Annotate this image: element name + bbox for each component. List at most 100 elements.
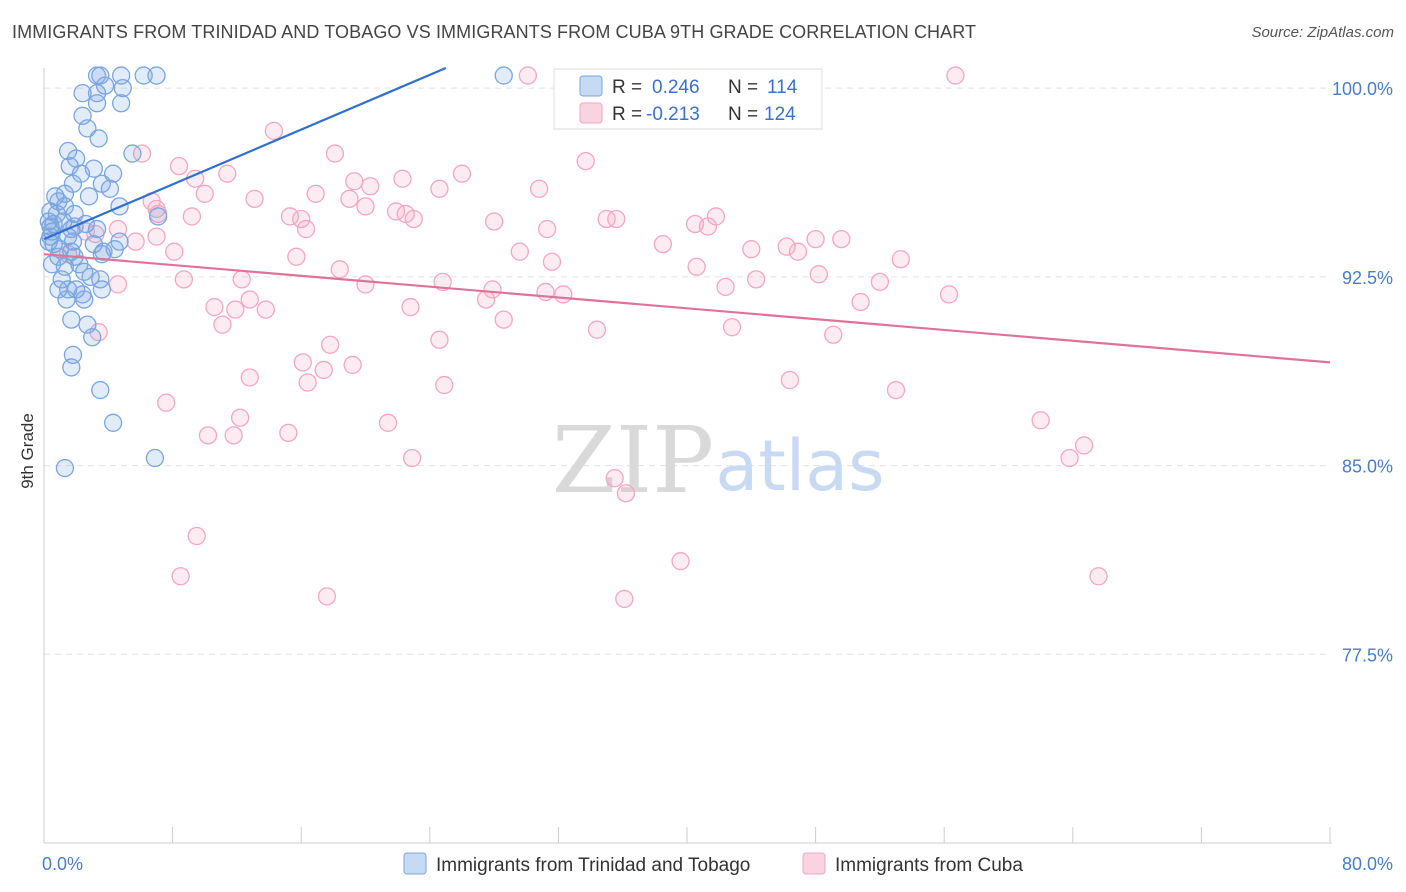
trinidad-point-17 <box>123 144 142 163</box>
cuba-point-57 <box>746 270 766 289</box>
trinidad-point-78 <box>103 413 123 432</box>
trinidad-point-26 <box>55 184 75 203</box>
cuba-point-3 <box>132 144 152 163</box>
cuba-point-85 <box>343 355 362 375</box>
trinidad-point-43 <box>87 219 107 239</box>
cuba-point-81 <box>430 330 449 349</box>
y-tick-label-1: 85.0% <box>1342 457 1393 477</box>
legend-swatch-cuba <box>802 852 826 875</box>
stats-legend-swatch-cuba <box>579 102 603 124</box>
cuba-point-54 <box>687 257 706 276</box>
trinidad-point-10 <box>87 94 107 113</box>
cuba-point-1 <box>946 66 965 85</box>
cuba-point-43 <box>126 232 145 251</box>
cuba-point-77 <box>494 310 513 329</box>
y-tick-label-0: 77.5% <box>1342 645 1393 665</box>
cuba-point-108 <box>317 587 337 606</box>
y-tick-label-2: 92.5% <box>1342 268 1393 288</box>
trinidad-point-54 <box>105 240 124 259</box>
cuba-point-29 <box>597 209 616 229</box>
cuba-point-8 <box>345 172 364 191</box>
cuba-point-17 <box>306 184 325 203</box>
cuba-point-15 <box>195 184 214 203</box>
cuba-point-55 <box>330 260 349 279</box>
cuba-point-92 <box>157 393 176 412</box>
cuba-point-34 <box>484 212 504 231</box>
grid-lines <box>44 87 1330 655</box>
cuba-point-51 <box>287 247 306 266</box>
cuba-point-48 <box>788 242 808 261</box>
cuba-point-14 <box>529 179 549 198</box>
cuba-point-56 <box>809 265 828 284</box>
cuba-point-10 <box>361 177 380 196</box>
cuba-point-76 <box>213 315 232 334</box>
trinidad-point-11 <box>112 94 131 113</box>
cuba-point-5 <box>169 156 189 176</box>
chart-title: IMMIGRANTS FROM TRINIDAD AND TOBAGO VS I… <box>12 22 977 42</box>
cuba-point-89 <box>435 375 454 395</box>
cuba-point-62 <box>433 272 452 292</box>
cuba-point-4 <box>325 144 345 163</box>
cuba-point-106 <box>671 552 690 571</box>
legend-label-trinidad: Immigrants from Trinidad and Tobago <box>436 855 750 876</box>
stats-r-value-cuba: -0.213 <box>646 104 700 125</box>
cuba-point-40 <box>147 227 166 246</box>
trinidad-point-71 <box>75 290 94 309</box>
cuba-point-47 <box>510 242 529 261</box>
cuba-point-66 <box>554 285 573 304</box>
cuba-point-80 <box>824 325 843 344</box>
series-trinidad-points <box>58 66 1108 609</box>
trinidad-point-76 <box>62 358 81 377</box>
x-tick-label-0: 0.0% <box>42 854 83 874</box>
cuba-point-61 <box>356 275 375 294</box>
cuba-point-74 <box>401 297 420 317</box>
cuba-point-75 <box>851 292 870 312</box>
cuba-point-96 <box>279 423 298 443</box>
cuba-point-99 <box>1031 411 1050 430</box>
cuba-point-107 <box>1089 567 1108 586</box>
cuba-point-46 <box>777 237 796 256</box>
stats-legend: R = 0.246 N = 114 R = -0.213 N = 124 <box>553 68 823 130</box>
cuba-point-84 <box>293 353 312 372</box>
cuba-point-49 <box>165 242 184 261</box>
legend-label-cuba: Immigrants from Cuba <box>835 855 1023 876</box>
cuba-point-36 <box>537 219 557 239</box>
cuba-point-104 <box>187 526 206 546</box>
cuba-point-109 <box>615 589 634 609</box>
cuba-point-2 <box>264 121 284 141</box>
trinidad-point-14 <box>89 129 108 148</box>
cuba-point-41 <box>806 229 825 249</box>
legend-swatch-trinidad <box>403 852 427 875</box>
cuba-point-53 <box>891 250 910 269</box>
trinidad-point-9 <box>87 84 107 103</box>
trinidad-trend-line <box>43 66 447 241</box>
stats-legend-swatch-trinidad <box>579 75 603 97</box>
cuba-point-9 <box>393 169 412 188</box>
trinidad-point-51 <box>50 240 70 259</box>
trinidad-point-8 <box>73 84 92 103</box>
cuba-point-91 <box>886 380 906 400</box>
cuba-point-78 <box>587 320 607 339</box>
trinidad-point-74 <box>83 328 102 347</box>
cuba-point-83 <box>320 335 340 354</box>
cuba-point-26 <box>280 207 300 226</box>
cuba-point-88 <box>298 373 317 392</box>
cuba-point-100 <box>1074 436 1094 455</box>
cuba-point-28 <box>292 209 311 229</box>
x-tick-label-1: 80.0% <box>1342 854 1393 874</box>
cuba-point-67 <box>939 285 959 304</box>
trinidad-point-79 <box>145 448 165 468</box>
stats-n-value-trinidad: 114 <box>767 77 798 98</box>
series-cuba-points <box>39 66 513 478</box>
stats-n-value-cuba: 124 <box>764 104 796 125</box>
y-tick-label-3: 100.0% <box>1332 79 1393 99</box>
cuba-point-69 <box>476 290 496 309</box>
cuba-point-103 <box>616 484 636 503</box>
cuba-point-30 <box>607 209 626 229</box>
cuba-point-52 <box>542 252 562 271</box>
cuba-trend-line <box>43 253 1331 364</box>
cuba-point-102 <box>605 468 624 488</box>
cuba-point-98 <box>198 426 218 445</box>
trinidad-point-69 <box>92 280 112 299</box>
cuba-point-87 <box>240 368 259 387</box>
